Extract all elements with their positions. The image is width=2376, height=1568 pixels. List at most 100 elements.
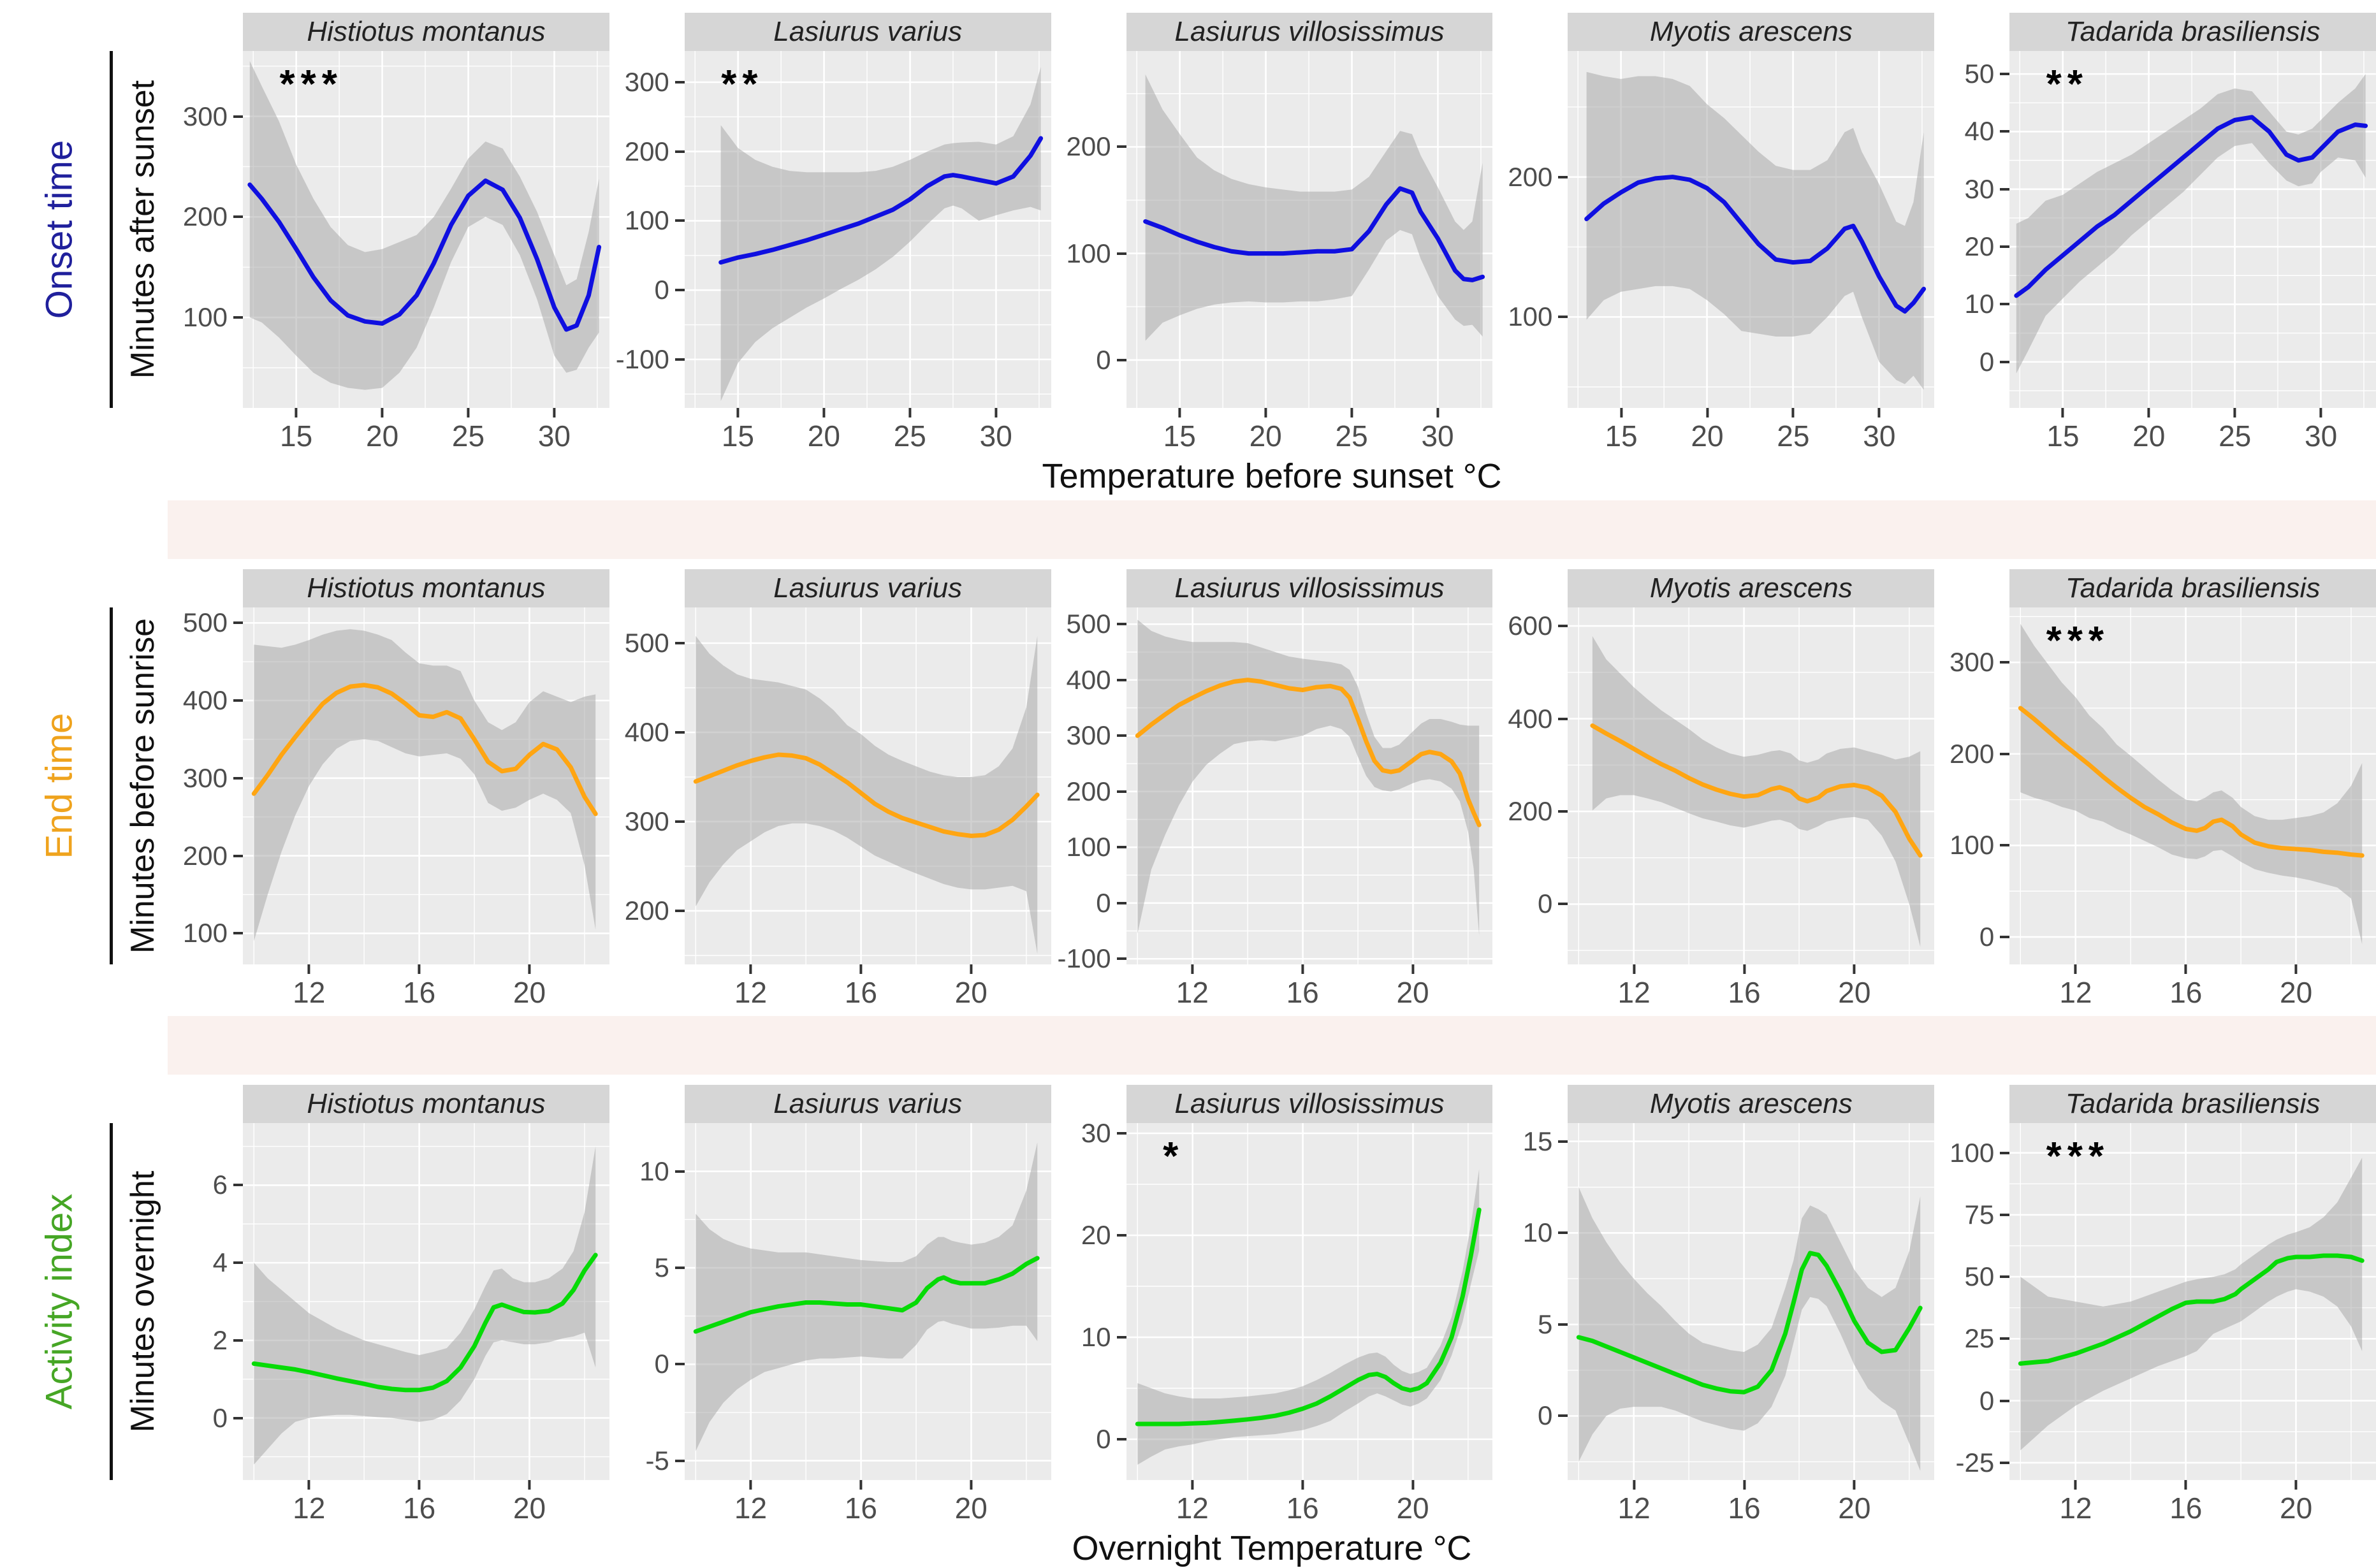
x-tick-value: 15 bbox=[721, 419, 755, 453]
facet-panel: Myotis arescens 0 200 400 600 12 16 20 bbox=[1492, 569, 1935, 1012]
y-axis-ticks: 100 200 bbox=[1492, 51, 1568, 408]
x-tick-label: 15 bbox=[1605, 408, 1638, 453]
x-tick-mark bbox=[1436, 408, 1439, 417]
x-tick-label: 20 bbox=[1838, 1480, 1870, 1525]
y-tick-mark bbox=[2000, 130, 2010, 133]
y-tick-label: 50 bbox=[1964, 59, 2010, 89]
x-tick-mark bbox=[995, 408, 998, 417]
y-tick-label: 200 bbox=[1508, 796, 1568, 827]
x-axis-ticks: 12 16 20 bbox=[1126, 964, 1493, 1012]
x-tick-value: 12 bbox=[2059, 976, 2092, 1009]
x-axis-title-row: Overnight Temperature °C bbox=[0, 1528, 2376, 1568]
x-tick-mark bbox=[1350, 408, 1353, 417]
y-tick-label: -25 bbox=[1955, 1448, 2010, 1478]
y-tick-value: 200 bbox=[624, 136, 669, 166]
facet-strip-title: Tadarida brasiliensis bbox=[2009, 1085, 2376, 1123]
y-tick-label: 10 bbox=[1081, 1322, 1126, 1353]
y-tick-mark bbox=[1116, 252, 1126, 255]
y-tick-label: 0 bbox=[654, 1349, 685, 1379]
x-axis-ticks: 15 20 25 30 bbox=[2009, 408, 2376, 456]
y-tick-label: 100 bbox=[1950, 830, 2010, 860]
x-tick-mark bbox=[1791, 408, 1795, 417]
x-tick-label: 16 bbox=[1728, 964, 1761, 1010]
x-tick-mark bbox=[295, 408, 298, 417]
y-tick-mark bbox=[233, 699, 243, 702]
y-tick-mark bbox=[2000, 935, 2010, 938]
panels-row: Histiotus montanus 100 200 300 *** 15 20 25 30 La… bbox=[168, 13, 2376, 456]
y-tick-mark bbox=[233, 621, 243, 625]
y-tick-label: 100 bbox=[183, 918, 243, 948]
facet-strip-title: Lasiurus villosissimus bbox=[1126, 1085, 1493, 1123]
x-tick-label: 16 bbox=[1728, 1480, 1761, 1525]
y-tick-mark bbox=[1558, 1323, 1568, 1326]
x-tick-mark bbox=[1411, 964, 1415, 974]
x-tick-value: 30 bbox=[1421, 419, 1454, 453]
y-tick-value: 5 bbox=[1538, 1309, 1553, 1339]
x-tick-mark bbox=[1633, 964, 1636, 974]
x-axis-ticks: 15 20 25 30 bbox=[685, 408, 1051, 456]
x-tick-value: 12 bbox=[1617, 1492, 1651, 1525]
y-tick-value: -100 bbox=[615, 344, 669, 374]
y-tick-value: 5 bbox=[654, 1252, 669, 1283]
y-tick-label: 10 bbox=[639, 1156, 685, 1187]
x-tick-mark bbox=[2074, 1480, 2077, 1490]
y-tick-value: 25 bbox=[1964, 1323, 1995, 1354]
x-tick-mark bbox=[2147, 408, 2150, 417]
x-tick-mark bbox=[2184, 1480, 2187, 1490]
x-tick-value: 15 bbox=[1163, 419, 1196, 453]
x-tick-value: 16 bbox=[403, 976, 436, 1009]
y-axis-ticks: -100 0 100 200 300 bbox=[609, 51, 685, 408]
y-tick-value: 200 bbox=[182, 840, 228, 871]
y-tick-mark bbox=[1116, 1336, 1126, 1339]
x-tick-value: 30 bbox=[537, 419, 571, 453]
plot-area: *** bbox=[2009, 1123, 2376, 1480]
x-tick-label: 12 bbox=[2059, 1480, 2092, 1525]
y-tick-value: 500 bbox=[624, 628, 669, 658]
x-tick-value: 12 bbox=[1176, 976, 1209, 1009]
y-tick-mark bbox=[2000, 752, 2010, 755]
x-tick-label: 16 bbox=[2169, 1480, 2202, 1525]
y-tick-label: 20 bbox=[1964, 231, 2010, 262]
row-label-column: Onset time bbox=[0, 13, 118, 456]
x-tick-label: 20 bbox=[2280, 1480, 2312, 1525]
plot-area: * bbox=[1126, 1123, 1493, 1480]
plot-area: *** bbox=[243, 51, 609, 408]
x-tick-mark bbox=[859, 964, 863, 974]
x-tick-value: 16 bbox=[1728, 1492, 1761, 1525]
y-axis-ticks: 0 10 20 30 40 50 bbox=[1934, 51, 2010, 408]
y-tick-mark bbox=[1558, 625, 1568, 628]
x-tick-label: 25 bbox=[2219, 408, 2251, 453]
x-tick-value: 20 bbox=[2280, 976, 2313, 1009]
y-axis-title-column: Minutes before sunrise bbox=[118, 569, 168, 1012]
x-tick-mark bbox=[736, 408, 740, 417]
y-axis-ticks: 0 5 10 15 bbox=[1492, 1123, 1568, 1480]
x-tick-mark bbox=[307, 1480, 310, 1490]
y-tick-value: 0 bbox=[654, 1349, 669, 1379]
x-tick-value: 20 bbox=[513, 1492, 546, 1525]
y-tick-mark bbox=[2000, 303, 2010, 306]
x-tick-label: 12 bbox=[734, 1480, 767, 1525]
y-tick-value: 200 bbox=[182, 201, 228, 232]
y-tick-mark bbox=[2000, 661, 2010, 664]
facet-strip-title: Histiotus montanus bbox=[243, 13, 609, 51]
x-tick-mark bbox=[1742, 1480, 1746, 1490]
x-tick-mark bbox=[749, 964, 752, 974]
y-tick-mark bbox=[1558, 1414, 1568, 1418]
y-tick-value: 2 bbox=[212, 1325, 228, 1355]
y-tick-value: 0 bbox=[1096, 887, 1111, 918]
row-label: End time bbox=[38, 713, 80, 859]
x-tick-label: 30 bbox=[980, 408, 1012, 453]
x-tick-label: 20 bbox=[513, 1480, 546, 1525]
y-tick-mark bbox=[2000, 1461, 2010, 1464]
y-tick-mark bbox=[1116, 358, 1126, 361]
y-tick-label: 15 bbox=[1523, 1126, 1568, 1157]
x-axis-title: Overnight Temperature °C bbox=[1072, 1529, 1472, 1567]
y-tick-value: 400 bbox=[624, 717, 669, 747]
y-tick-value: 50 bbox=[1964, 1261, 1995, 1292]
x-tick-label: 15 bbox=[280, 408, 312, 453]
y-tick-label: 4 bbox=[213, 1247, 243, 1278]
x-tick-value: 20 bbox=[954, 1492, 988, 1525]
y-tick-label: 0 bbox=[1096, 1424, 1126, 1455]
facet-panel: Lasiurus varius -5 0 5 10 12 16 20 bbox=[609, 1085, 1051, 1528]
x-tick-mark bbox=[1178, 408, 1181, 417]
